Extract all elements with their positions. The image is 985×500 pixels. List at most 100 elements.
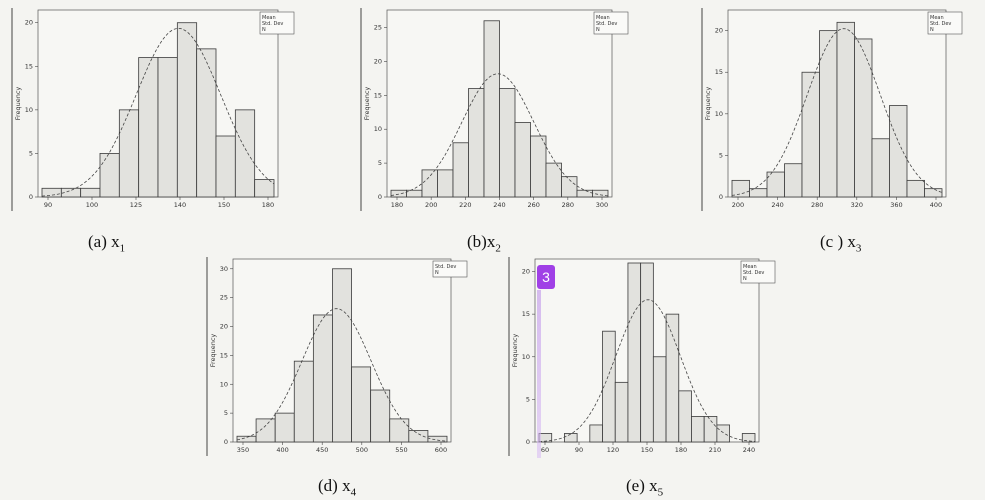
histogram-bar (427, 435, 448, 443)
y-tick-label: 10 (374, 125, 382, 133)
histogram-bar (545, 162, 562, 198)
legend-entry: Mean (930, 15, 944, 21)
histogram-bar (483, 20, 500, 198)
y-tick-label: 20 (220, 323, 228, 331)
histogram-bar (452, 142, 469, 198)
x-tick-label: 280 (811, 201, 823, 209)
histogram-bar (138, 57, 159, 198)
caption-x2: (b)x2 (467, 232, 501, 255)
histogram-bar (652, 356, 667, 443)
y-tick-label: 5 (378, 159, 382, 167)
overlay-number-badge[interactable]: 3 (537, 265, 555, 289)
y-tick-label: 15 (522, 310, 530, 318)
histogram-bar (854, 38, 873, 198)
x-tick-label: 300 (596, 201, 608, 209)
y-tick-label: 15 (25, 62, 33, 70)
histogram-bar (293, 360, 314, 443)
legend-entry: Std. Dev (930, 21, 951, 27)
histogram-panel-x1: 0 5 10 15 20 90 100 125 140 150 180 Frequency Mean St… (8, 6, 295, 211)
legend-entry: Std. Dev (435, 264, 456, 270)
histogram-bar (836, 21, 855, 198)
histogram-bar (741, 433, 756, 443)
histogram-panel-x5: 0 5 10 15 20 60 90 120 150 180 210 240 Frequency Mean… (505, 255, 776, 460)
legend-box (432, 260, 468, 278)
y-axis-label: Frequency (511, 334, 519, 368)
histogram-bar (530, 135, 547, 198)
histogram-bar (602, 330, 616, 443)
legend-entry: Mean (743, 264, 757, 270)
x-tick-label: 200 (425, 201, 437, 209)
caption-x4: (d) x4 (318, 476, 357, 499)
y-axis-label: Frequency (704, 87, 712, 121)
histogram-svg: 0 5 10 15 20 60 90 120 150 180 210 240 Frequency Mean… (508, 257, 776, 456)
y-tick-label: 25 (374, 24, 382, 32)
histogram-svg: 0 5 10 15 20 25 30 350 400 450 500 550 600 Frequency S… (206, 257, 468, 456)
histogram-bar (665, 313, 680, 443)
histogram-bar (408, 430, 429, 443)
y-tick-label: 15 (220, 351, 228, 359)
legend-entry: N (743, 276, 747, 282)
x-tick-label: 260 (527, 201, 539, 209)
legend-box (927, 11, 963, 35)
histogram-bar (716, 424, 730, 443)
y-tick-label: 0 (224, 438, 228, 446)
legend-box (259, 11, 295, 35)
x-tick-label: 400 (930, 201, 942, 209)
histogram-bar (234, 109, 256, 198)
x-tick-label: 210 (709, 446, 721, 454)
x-tick-label: 90 (575, 446, 583, 454)
y-tick-label: 10 (522, 353, 530, 361)
histogram-bar (254, 179, 275, 198)
histogram-bar (255, 418, 276, 443)
y-tick-label: 15 (374, 91, 382, 99)
histogram-bar (678, 390, 692, 443)
histogram-bar (766, 171, 785, 198)
histogram-svg: 0 5 10 15 20 200 240 280 320 360 400 Frequency MeanS… (701, 8, 963, 211)
histogram-bar (871, 138, 890, 198)
histogram-bar (691, 416, 705, 443)
y-axis-label: Frequency (363, 87, 371, 121)
histogram-bar (731, 179, 750, 198)
y-tick-label: 20 (715, 27, 723, 35)
selection-strip (537, 290, 541, 458)
y-tick-label: 0 (526, 438, 530, 446)
x-tick-label: 180 (675, 446, 687, 454)
histogram-bar (576, 189, 593, 198)
histogram-bar (99, 153, 120, 198)
histogram-bar (421, 169, 438, 198)
histogram-bar (924, 188, 943, 198)
x-tick-label: 150 (218, 201, 230, 209)
x-tick-label: 350 (237, 446, 249, 454)
x-tick-label: 200 (732, 201, 744, 209)
histogram-bar (389, 418, 410, 443)
caption-x1: (a) x1 (88, 232, 126, 255)
x-tick-label: 220 (459, 201, 471, 209)
x-tick-label: 120 (607, 446, 619, 454)
histogram-bar (801, 71, 820, 198)
normal-curve (390, 73, 609, 197)
y-tick-label: 5 (526, 395, 530, 403)
histogram-bar (196, 48, 217, 198)
histogram-bar (561, 176, 578, 198)
histogram-bar (437, 169, 454, 198)
x-tick-label: 140 (174, 201, 186, 209)
x-tick-label: 280 (562, 201, 574, 209)
histogram-bar (627, 262, 642, 443)
histogram-bar (640, 262, 654, 443)
y-tick-label: 5 (29, 149, 33, 157)
caption-x3: (c ) x3 (820, 232, 862, 255)
normal-curve (538, 299, 756, 442)
histogram-bar (703, 416, 718, 443)
histogram-bar (312, 314, 333, 443)
y-tick-label: 5 (224, 409, 228, 417)
x-tick-label: 400 (276, 446, 288, 454)
x-tick-label: 360 (890, 201, 902, 209)
histogram-bar (80, 187, 101, 198)
legend-box (740, 260, 776, 284)
y-tick-label: 10 (25, 106, 33, 114)
legend-box (593, 11, 629, 35)
x-tick-label: 240 (493, 201, 505, 209)
legend-entry: N (262, 27, 266, 33)
x-tick-label: 240 (743, 446, 755, 454)
x-tick-label: 500 (356, 446, 368, 454)
